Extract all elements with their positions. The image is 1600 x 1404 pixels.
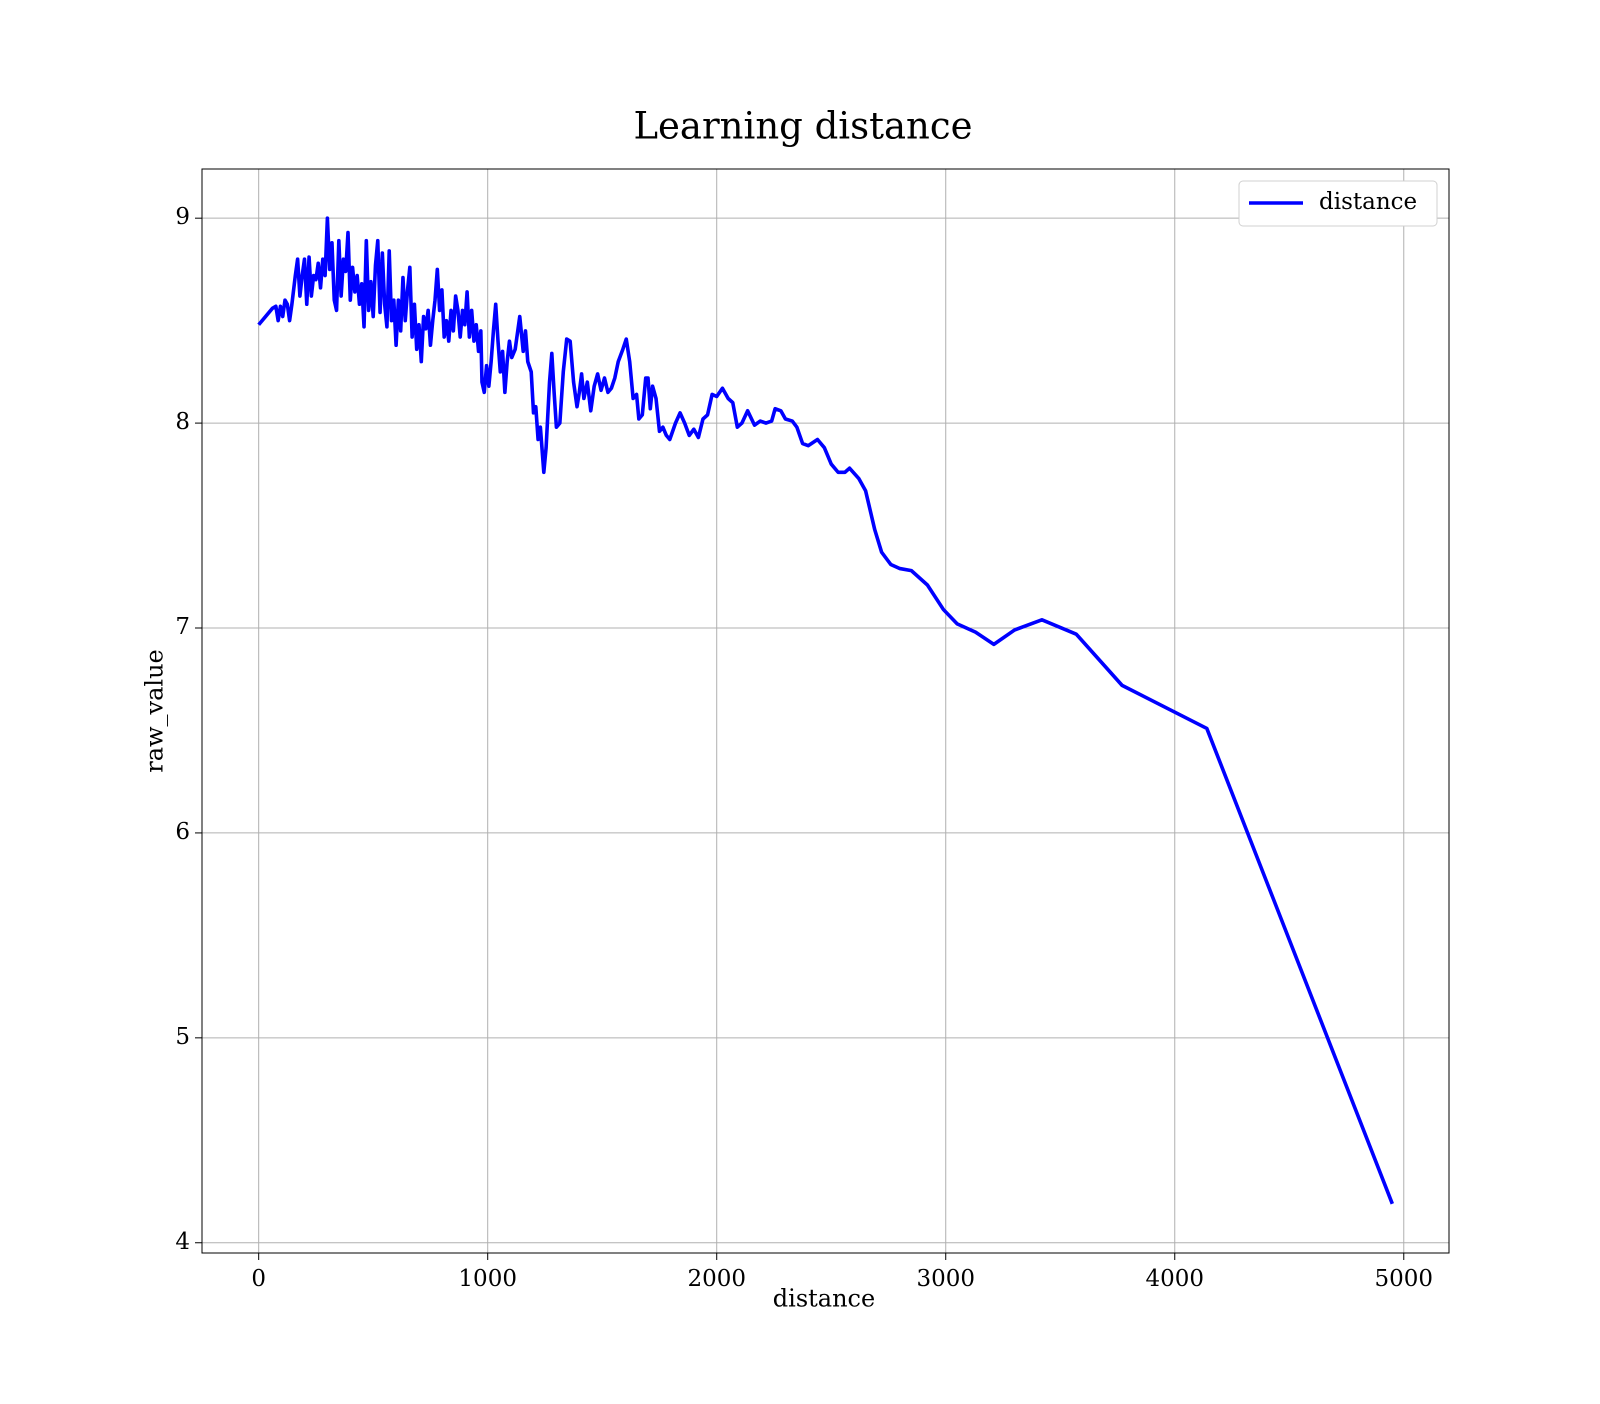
y-tick-label: 6 [175, 819, 190, 845]
y-tick-label: 9 [175, 204, 190, 230]
x-tick-label: 3000 [916, 1266, 975, 1292]
data-line [257, 216, 1394, 1205]
x-axis-label: distance [773, 1285, 875, 1313]
y-tick-label: 5 [175, 1024, 190, 1050]
plot-frame [201, 168, 1450, 1254]
x-tick-label: 1000 [458, 1266, 517, 1292]
y-tick-label: 4 [175, 1229, 190, 1255]
x-tick-label: 2000 [687, 1266, 746, 1292]
y-axis-label: raw_value [141, 649, 169, 773]
y-tick-label: 8 [175, 409, 190, 435]
y-tick-label: 7 [175, 614, 190, 640]
x-tick-label: 0 [251, 1266, 266, 1292]
x-tick-label: 4000 [1145, 1266, 1204, 1292]
x-tick-label: 5000 [1374, 1266, 1433, 1292]
chart-title: Learning distance [633, 105, 972, 148]
legend-box [1238, 180, 1438, 227]
legend-label: distance [1319, 189, 1417, 215]
